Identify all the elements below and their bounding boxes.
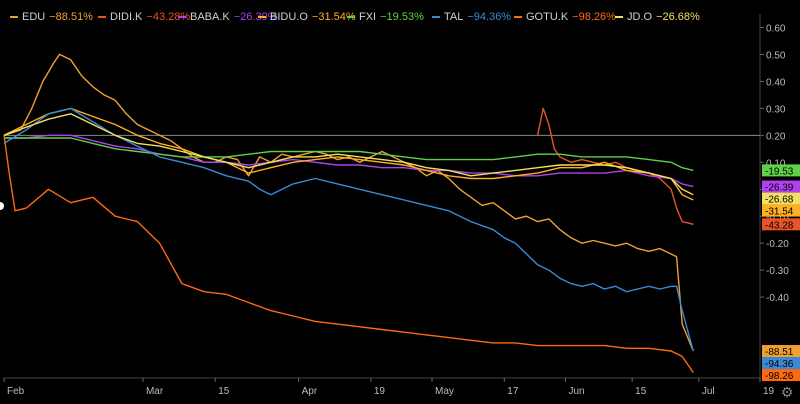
- legend-change: −31.54%: [311, 11, 356, 23]
- x-tick-label: 19: [763, 386, 775, 397]
- x-tick-label: Mar: [146, 386, 164, 397]
- legend-change: −43.28%: [146, 11, 191, 23]
- legend-name: EDU: [22, 11, 46, 23]
- legend-item-baba-k[interactable]: BABA.K −26.39%: [178, 11, 277, 23]
- x-tick-label: Jun: [568, 386, 584, 397]
- legend: EDU −88.51% DIDI.K −43.28% BABA.K −26.39% BIDU…: [0, 0, 770, 36]
- y-tick-label: -0.10: [766, 212, 789, 223]
- plot-area: [4, 14, 760, 378]
- x-tick-label: May: [435, 386, 454, 397]
- x-tick-label: 15: [635, 386, 647, 397]
- end-label-box: [762, 345, 800, 358]
- legend-item-gotu-k[interactable]: GOTU.K −98.26%: [514, 11, 616, 23]
- legend-swatch: [432, 16, 440, 19]
- legend-name: BIDU.O: [270, 11, 308, 23]
- end-label: -26.68: [765, 195, 794, 206]
- end-label: -26.39: [765, 183, 794, 194]
- legend-swatch: [347, 16, 355, 19]
- legend-item-didi-k[interactable]: DIDI.K −43.28%: [98, 11, 190, 23]
- legend-change: −19.53%: [380, 11, 424, 23]
- legend-change: −94.36%: [467, 11, 512, 23]
- legend-item-bidu-o[interactable]: BIDU.O −31.54%: [258, 11, 356, 23]
- y-tick-label: 0.20: [766, 131, 786, 142]
- legend-change: −26.39%: [233, 11, 278, 23]
- legend-swatch: [258, 16, 266, 19]
- series-line-bidu-o: [3, 107, 694, 201]
- end-label-box: [762, 164, 800, 177]
- end-label: -98.26: [765, 371, 794, 382]
- y-tick-label: 0.50: [766, 50, 786, 61]
- legend-swatch: [178, 16, 186, 19]
- end-label-box: [762, 180, 800, 193]
- series-line-gotu-k: [3, 135, 694, 373]
- legend-swatch: [98, 16, 106, 19]
- x-tick-label: 19: [374, 386, 386, 397]
- series-line-fxi: [4, 137, 694, 172]
- y-tick-label: -0.30: [766, 266, 789, 277]
- end-label: -19.53: [765, 166, 794, 177]
- legend-item-tal[interactable]: TAL −94.36%: [432, 11, 511, 23]
- gear-icon[interactable]: ⚙: [780, 384, 794, 400]
- series-line-baba-k: [4, 134, 694, 188]
- range-handle[interactable]: [0, 202, 4, 210]
- legend-name: GOTU.K: [526, 11, 569, 23]
- y-tick-label: 0.10: [766, 158, 786, 169]
- legend-swatch: [615, 16, 623, 19]
- end-label-box: [762, 192, 800, 205]
- legend-name: JD.O: [627, 11, 653, 23]
- y-tick-label: -0.20: [766, 239, 789, 250]
- legend-change: −88.51%: [49, 11, 93, 23]
- legend-swatch: [514, 16, 522, 19]
- end-label-box: [762, 218, 800, 231]
- legend-item-edu[interactable]: EDU −88.51%: [10, 11, 93, 23]
- x-tick-label: Jul: [702, 386, 715, 397]
- x-tick-label: 15: [218, 386, 230, 397]
- x-tick-label: Apr: [302, 386, 318, 397]
- legend-name: DIDI.K: [110, 11, 143, 23]
- end-label: -94.36: [765, 359, 794, 370]
- legend-item-jd-o[interactable]: JD.O −26.68%: [615, 11, 700, 23]
- legend-name: TAL: [444, 11, 464, 23]
- y-tick-label: 0.60: [766, 23, 786, 34]
- series-line-jd-o: [3, 113, 694, 196]
- y-tick-label: 0.40: [766, 77, 786, 88]
- end-label-box: [762, 204, 800, 217]
- legend-swatch: [10, 16, 18, 19]
- y-tick-label: 0.30: [766, 104, 786, 115]
- legend-item-fxi[interactable]: FXI −19.53%: [347, 11, 424, 23]
- end-label: -88.51: [765, 347, 794, 358]
- legend-name: FXI: [359, 11, 377, 23]
- series-line-tal: [3, 107, 694, 352]
- x-tick-label: Feb: [7, 386, 25, 397]
- x-tick-label: 17: [507, 386, 519, 397]
- end-label-box: [762, 369, 800, 382]
- legend-name: BABA.K: [190, 11, 230, 23]
- end-label-box: [762, 357, 800, 370]
- end-label: -43.28: [765, 220, 794, 231]
- y-tick-label: -0.40: [766, 293, 789, 304]
- end-label: -31.54: [765, 207, 794, 218]
- legend-change: −26.68%: [656, 11, 700, 23]
- legend-change: −98.26%: [572, 11, 616, 23]
